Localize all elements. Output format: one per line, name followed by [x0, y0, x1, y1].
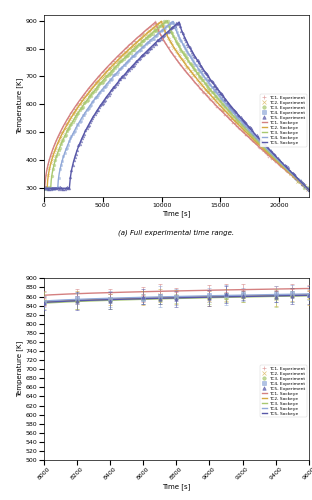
X-axis label: Time [s]: Time [s]	[162, 484, 190, 490]
X-axis label: Time [s]: Time [s]	[162, 210, 190, 218]
Legend: TC1, Experiment, TC2, Experiment, TC3, Experiment, TC4, Experiment, TC5, Experim: TC1, Experiment, TC2, Experiment, TC3, E…	[260, 94, 307, 146]
Text: (a) Full experimental time range.: (a) Full experimental time range.	[118, 230, 234, 236]
Legend: TC1, Experiment, TC2, Experiment, TC3, Experiment, TC4, Experiment, TC5, Experim: TC1, Experiment, TC2, Experiment, TC3, E…	[260, 364, 307, 418]
Y-axis label: Temperature [K]: Temperature [K]	[16, 341, 23, 398]
Y-axis label: Temperature [K]: Temperature [K]	[16, 78, 23, 134]
